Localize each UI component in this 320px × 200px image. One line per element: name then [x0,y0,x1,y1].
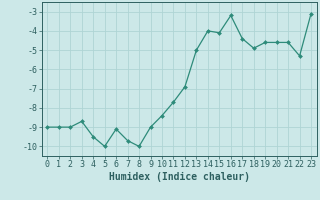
X-axis label: Humidex (Indice chaleur): Humidex (Indice chaleur) [109,172,250,182]
